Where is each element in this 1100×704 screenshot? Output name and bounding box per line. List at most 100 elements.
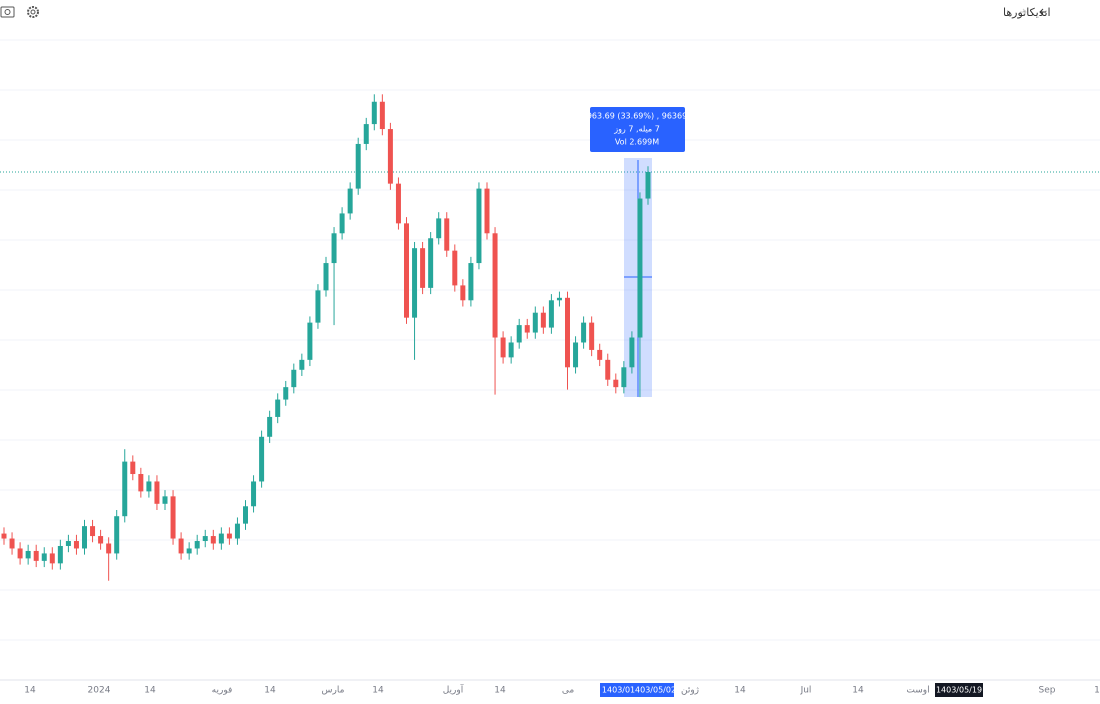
candle-body: [315, 290, 321, 323]
candle-body: [25, 550, 31, 559]
crosshair-box: [935, 683, 983, 697]
candle-body: [404, 223, 409, 318]
candle-body: [565, 297, 570, 368]
candle-body: [323, 263, 329, 291]
candle-body: [355, 143, 361, 189]
candle-body: [1, 533, 7, 539]
candle-body: [170, 496, 176, 539]
candle-body: [138, 474, 144, 492]
candle-body: [49, 553, 55, 564]
candle-body: [106, 543, 112, 554]
x-tick-label: 2024: [88, 686, 111, 696]
undo-button[interactable]: [1039, 8, 1046, 16]
candle-body: [283, 387, 289, 400]
crosshair-box: [600, 683, 632, 697]
x-tick-label: 14: [144, 686, 156, 696]
candle-body: [516, 325, 522, 343]
candle-body: [444, 218, 450, 251]
candle-body: [218, 533, 224, 544]
candle-body: [508, 342, 514, 358]
candle-body: [621, 367, 627, 388]
candle-body: [379, 101, 385, 130]
candle-body: [532, 312, 538, 333]
candle-body: [122, 461, 128, 517]
indicators-button[interactable]: اندیکاتورها: [1003, 6, 1051, 19]
candle-body: [82, 526, 87, 549]
x-tick-label: می: [562, 686, 575, 696]
candle-body: [162, 496, 168, 504]
candle-body: [605, 359, 611, 380]
x-axis-labels: 14 2024 14 فوریه 14 مارس 14 آوریل 14 می ژوئن 14 Jul 1…: [24, 684, 1100, 696]
candle-body: [484, 188, 490, 234]
candle-body: [9, 538, 15, 549]
candle-body: [178, 538, 184, 554]
candle-body: [347, 188, 353, 214]
x-tick-label: Jul: [800, 686, 812, 696]
x-tick-label: ژوئن: [681, 686, 699, 696]
candle-body: [243, 506, 248, 524]
x-tick-label: 14: [372, 686, 384, 696]
candle-body: [597, 349, 603, 360]
candle-body: [210, 536, 216, 544]
candle-body: [363, 124, 369, 144]
candle-body: [524, 325, 530, 333]
candle-body: [395, 183, 401, 224]
crosshair-label: 1403/05/02: [630, 686, 676, 695]
x-tick-label: Sep: [1039, 686, 1056, 696]
candle-body: [130, 461, 136, 475]
crosshair-label: 1403/0: [602, 686, 630, 695]
candle-body: [339, 213, 345, 234]
candle-body: [65, 541, 71, 546]
x-tick-label: 14: [24, 686, 36, 696]
measure-text: 7 میله, 7 روز: [613, 125, 660, 134]
candle-body: [589, 322, 595, 350]
candle-body: [154, 481, 160, 504]
x-tick-label: فوریه: [212, 686, 233, 696]
measure-label-box: [590, 107, 685, 152]
candle-body: [73, 541, 79, 549]
x-tick-label: آوریل: [443, 684, 464, 696]
candle-body: [468, 263, 474, 301]
measure-text: Vol 2.699M: [615, 138, 659, 147]
candle-body: [637, 198, 643, 338]
x-tick-label: 1: [1094, 686, 1100, 696]
candle-body: [492, 233, 498, 338]
candle-body: [645, 171, 651, 199]
candle-body: [412, 248, 418, 318]
x-tick-label: 14: [734, 686, 746, 696]
candle-body: [194, 541, 200, 549]
candle-body: [387, 129, 393, 184]
candle-body: [251, 481, 257, 507]
x-tick-label: 14: [264, 686, 276, 696]
camera-icon[interactable]: [0, 6, 15, 18]
candle-body: [33, 550, 39, 561]
measure-text: 963.69 (33.69%) , 96369: [587, 112, 687, 121]
settings-icon[interactable]: [27, 6, 39, 18]
candle-body: [186, 548, 192, 554]
candles: [1, 94, 651, 581]
candle-body: [556, 297, 562, 301]
candle-body: [500, 337, 506, 358]
candle-body: [436, 218, 442, 239]
candle-body: [146, 481, 152, 492]
candle-body: [613, 379, 619, 388]
crosshair-box: [632, 683, 674, 697]
crosshair-label: 1403/05/19: [936, 686, 982, 695]
candle-body: [234, 523, 240, 539]
candle-body: [540, 312, 546, 328]
x-tick-label: مارس: [322, 686, 345, 696]
candle-body: [57, 545, 63, 564]
candle-body: [275, 399, 281, 417]
candle-body: [299, 359, 305, 370]
candle-body: [460, 285, 466, 301]
candle-body: [452, 250, 458, 286]
redo-button[interactable]: [1020, 8, 1027, 16]
candle-body: [202, 536, 208, 542]
candle-body: [17, 548, 23, 559]
candle-body: [291, 369, 297, 388]
candle-body: [371, 101, 377, 125]
candle-body: [331, 233, 337, 264]
candle-body: [307, 322, 313, 360]
